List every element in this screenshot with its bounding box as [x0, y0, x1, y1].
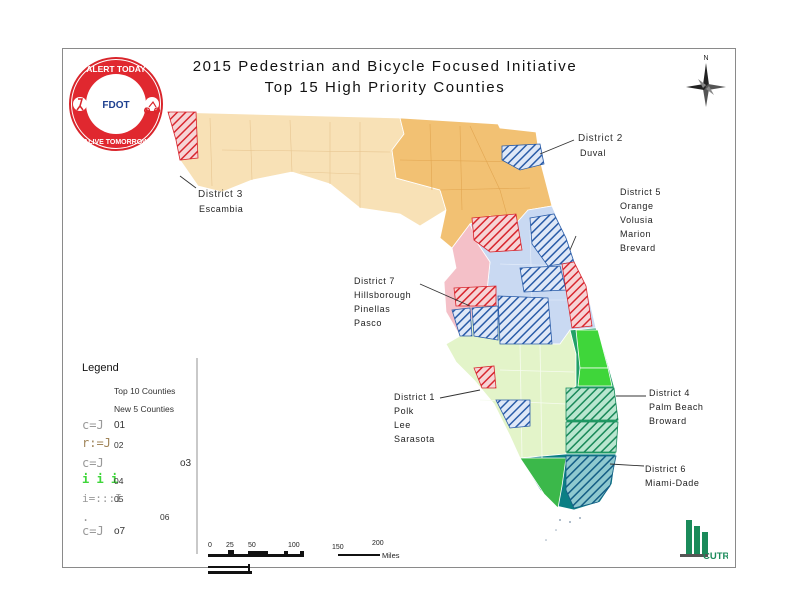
legend-label-3: o3 — [180, 458, 192, 469]
marion-county-hatch — [471, 213, 523, 253]
marion-label: Marion — [620, 229, 652, 239]
brevard-label: Brevard — [620, 243, 656, 253]
hillsborough-label: Hillsborough — [354, 290, 412, 300]
legend-label-2: 02 — [114, 440, 124, 450]
scale-tick-200: 200 — [372, 540, 384, 547]
legend-symbol-6: . — [82, 510, 90, 524]
polk-label: Polk — [394, 406, 414, 416]
polk-county-hatch — [497, 295, 553, 345]
broward-label: Broward — [649, 416, 687, 426]
scale-unit: Miles — [382, 551, 400, 560]
scale-bar: 0 25 50 100 150 200 Miles — [208, 540, 400, 574]
map-subtitle: Top 15 High Priority Counties — [264, 79, 506, 96]
pasco-label: Pasco — [354, 318, 383, 328]
duval-county-hatch — [501, 143, 545, 171]
county-lines — [209, 117, 391, 208]
miami-dade-county-hatch — [565, 455, 617, 509]
legend-label-4: 04 — [114, 476, 124, 486]
legend-label-5: 05 — [114, 494, 124, 504]
legend-symbol-5: i=:::I — [82, 492, 122, 505]
escambia-county-hatch — [167, 111, 199, 161]
sarasota-label: Sarasota — [394, 434, 435, 444]
district-6-label: District 6 — [645, 464, 687, 474]
district-3-label: District 3 — [198, 189, 243, 200]
district-4-county-north — [577, 367, 613, 387]
keys-islands — [545, 517, 581, 541]
legend-symbol-2: r:=J — [82, 436, 111, 450]
brevard-county-hatch — [561, 261, 593, 329]
legend-symbol-1: c=J — [82, 418, 104, 432]
district-5-label: District 5 — [620, 187, 662, 197]
scale-tick-150: 150 — [332, 544, 344, 551]
legend-new5: New 5 Counties — [114, 404, 175, 414]
leader-lines — [179, 139, 646, 467]
legend-symbol-7: c=J — [82, 524, 104, 538]
cutr-logo: CUTR — [680, 520, 728, 562]
district-4-label: District 4 — [649, 388, 691, 398]
scale-tick-50: 50 — [248, 542, 256, 549]
hillsborough-county-hatch — [471, 305, 499, 341]
map-legend: Legend Top 10 Counties New 5 Counties c=… — [76, 358, 198, 554]
lee-label: Lee — [394, 420, 411, 430]
legend-label-7: o7 — [114, 526, 126, 537]
pinellas-label: Pinellas — [354, 304, 391, 314]
north-arrow-icon: N — [686, 55, 726, 107]
scale-tick-100: 100 — [288, 542, 300, 549]
scale-tick-25: 25 — [226, 542, 234, 549]
district-7-label: District 7 — [354, 276, 396, 286]
monroe-county — [519, 457, 567, 509]
map-frame — [62, 48, 736, 568]
logo-bottom-text: ALIVE TOMORROW — [83, 139, 149, 146]
district-2-label: District 2 — [578, 133, 623, 144]
volusia-label: Volusia — [620, 215, 654, 225]
district-4-bright-county — [575, 329, 609, 369]
palm-beach-label: Palm Beach — [649, 402, 704, 412]
map-title: 2015 Pedestrian and Bicycle Focused Init… — [192, 58, 578, 75]
duval-label: Duval — [580, 148, 607, 158]
legend-label-6: 06 — [160, 512, 170, 522]
legend-title: Legend — [82, 362, 119, 374]
legend-top10: Top 10 Counties — [114, 386, 176, 396]
sarasota-county-hatch — [473, 365, 497, 389]
lee-county-hatch — [495, 399, 531, 429]
legend-symbol-4: i i i — [82, 472, 119, 486]
broward-county-hatch — [565, 421, 619, 453]
north-label: N — [703, 55, 708, 62]
district-1-label: District 1 — [394, 392, 436, 402]
palm-beach-county-hatch — [565, 387, 619, 421]
cutr-text: CUTR — [703, 551, 728, 562]
logo-center-text: FDOT — [102, 100, 129, 111]
orange-county-hatch — [519, 265, 567, 293]
scale-tick-0: 0 — [208, 542, 212, 549]
legend-label-1: 01 — [114, 420, 126, 431]
alert-today-logo: ALERT TODAY ALIVE TOMORROW FDOT — [69, 57, 163, 151]
miami-dade-label: Miami-Dade — [645, 478, 700, 488]
logo-top-text: ALERT TODAY — [86, 64, 146, 74]
escambia-label: Escambia — [199, 204, 244, 214]
pinellas-county-hatch — [451, 307, 473, 337]
orange-label: Orange — [620, 201, 654, 211]
pasco-county-hatch — [453, 285, 497, 307]
legend-symbol-3: c=J — [82, 456, 104, 470]
